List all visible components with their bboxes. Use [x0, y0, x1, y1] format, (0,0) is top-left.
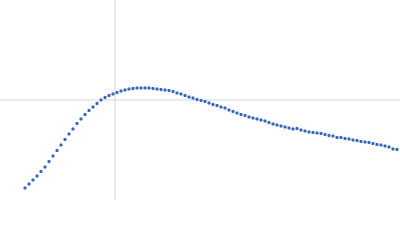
point: [47, 159, 51, 164]
point: [335, 135, 339, 140]
point: [103, 95, 107, 100]
point: [43, 165, 47, 169]
point: [23, 186, 27, 190]
point: [199, 98, 203, 103]
point: [247, 115, 251, 119]
point: [327, 133, 331, 138]
point: [163, 88, 167, 92]
point: [307, 130, 311, 134]
point: [107, 93, 111, 98]
point: [291, 127, 295, 131]
point: [143, 86, 147, 90]
point: [211, 102, 215, 107]
point: [283, 125, 287, 129]
point: [135, 86, 139, 90]
point: [287, 126, 291, 130]
point: [227, 108, 231, 112]
point: [255, 117, 259, 121]
point: [51, 154, 55, 158]
point: [235, 111, 239, 115]
point: [267, 120, 271, 125]
point: [239, 112, 243, 117]
point: [279, 124, 283, 128]
point: [271, 122, 275, 126]
point: [59, 143, 63, 147]
point: [347, 137, 351, 141]
point: [175, 91, 179, 95]
point: [259, 118, 263, 122]
point: [39, 169, 43, 174]
point: [187, 95, 191, 99]
point: [371, 141, 375, 146]
chart: [0, 0, 400, 200]
point: [115, 90, 119, 95]
point: [63, 137, 67, 142]
point: [91, 105, 95, 109]
point: [303, 129, 307, 133]
point: [179, 92, 183, 96]
point: [83, 112, 87, 117]
point: [127, 87, 131, 91]
point: [215, 103, 219, 108]
point: [99, 98, 103, 102]
point: [119, 89, 123, 93]
point: [243, 113, 247, 118]
point: [71, 127, 75, 131]
point: [251, 116, 255, 120]
point: [319, 131, 323, 136]
point: [195, 97, 199, 102]
point: [207, 101, 211, 105]
point: [27, 182, 31, 186]
point: [167, 88, 171, 93]
point: [379, 143, 383, 147]
point: [359, 139, 363, 144]
point: [295, 126, 299, 131]
point: [363, 140, 367, 144]
point: [35, 174, 39, 178]
point: [171, 89, 175, 94]
point: [31, 178, 35, 182]
point: [203, 99, 207, 104]
point: [231, 109, 235, 114]
point: [131, 86, 135, 91]
point: [383, 144, 387, 148]
point: [263, 119, 267, 123]
point: [123, 88, 127, 92]
point: [151, 86, 155, 91]
point: [155, 87, 159, 91]
point: [159, 87, 163, 92]
point: [339, 135, 343, 140]
point: [275, 123, 279, 127]
point: [299, 128, 303, 132]
point: [87, 108, 91, 113]
point: [355, 138, 359, 143]
point: [375, 142, 379, 147]
point: [79, 117, 83, 121]
point: [367, 140, 371, 145]
point: [139, 86, 143, 90]
point: [387, 145, 391, 149]
point: [351, 138, 355, 142]
point: [223, 106, 227, 110]
point: [331, 134, 335, 138]
point: [315, 131, 319, 135]
point: [395, 147, 399, 152]
point: [219, 105, 223, 109]
point: [147, 86, 151, 90]
point: [75, 121, 79, 126]
point: [183, 93, 187, 98]
point: [343, 136, 347, 141]
point: [55, 148, 59, 153]
point: [95, 101, 99, 106]
point: [191, 96, 195, 100]
point: [311, 130, 315, 135]
point: [391, 147, 395, 151]
point: [67, 132, 71, 136]
point: [323, 132, 327, 137]
point: [111, 92, 115, 96]
